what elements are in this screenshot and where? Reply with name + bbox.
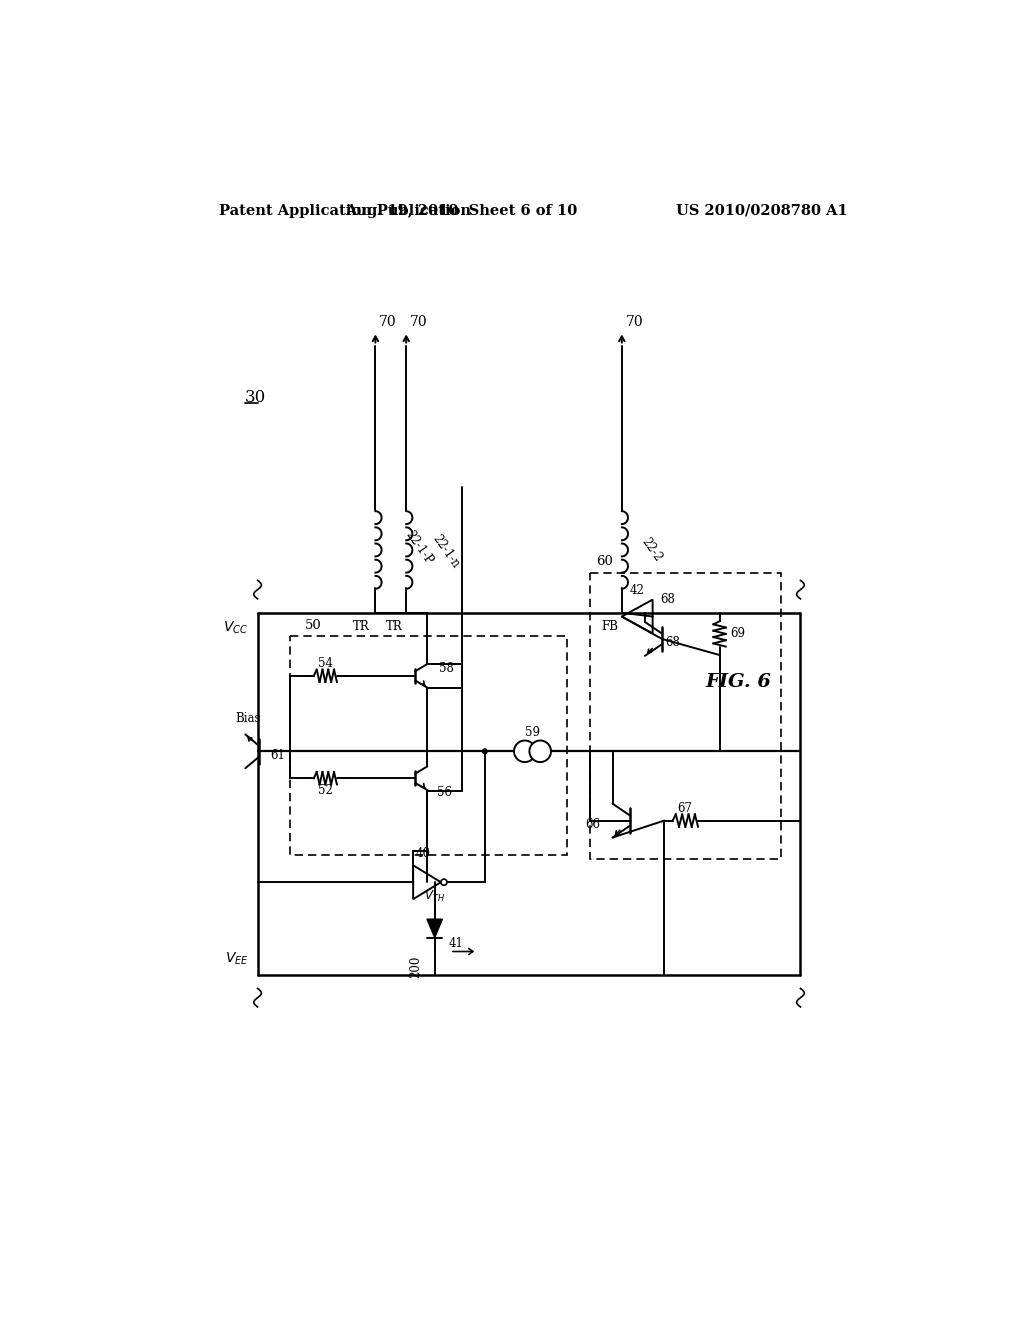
Text: 52: 52: [317, 784, 333, 797]
Text: 22-2: 22-2: [639, 535, 665, 564]
Text: 200: 200: [409, 956, 422, 978]
Text: 22-1-n: 22-1-n: [429, 532, 462, 570]
Text: 54: 54: [317, 657, 333, 671]
Text: 68: 68: [666, 636, 681, 649]
Circle shape: [514, 741, 536, 762]
Text: 58: 58: [438, 661, 454, 675]
Text: 60: 60: [596, 556, 613, 569]
Text: Patent Application Publication: Patent Application Publication: [219, 203, 471, 218]
Text: FB: FB: [601, 620, 617, 634]
Text: FIG. 6: FIG. 6: [706, 673, 772, 690]
Text: 70: 70: [410, 315, 428, 330]
Text: TR: TR: [386, 620, 402, 634]
Bar: [590, 573, 781, 859]
Text: 22-1-P: 22-1-P: [403, 528, 435, 566]
Circle shape: [441, 879, 447, 886]
Text: 30: 30: [245, 388, 266, 405]
Text: $V_{CC}$: $V_{CC}$: [223, 620, 249, 636]
Text: 40: 40: [416, 847, 431, 861]
Text: Bias: Bias: [234, 713, 260, 726]
Text: $V_{EE}$: $V_{EE}$: [224, 950, 249, 968]
Text: Aug. 19, 2010  Sheet 6 of 10: Aug. 19, 2010 Sheet 6 of 10: [345, 203, 578, 218]
Text: US 2010/0208780 A1: US 2010/0208780 A1: [676, 203, 848, 218]
Text: TR: TR: [352, 620, 370, 634]
Text: 61: 61: [270, 748, 285, 762]
Bar: [290, 636, 567, 855]
Text: 66: 66: [586, 818, 600, 832]
Polygon shape: [427, 919, 442, 937]
Text: 56: 56: [437, 785, 452, 799]
Text: 50: 50: [305, 619, 323, 631]
Text: 68: 68: [660, 593, 675, 606]
Text: 41: 41: [449, 937, 464, 950]
Text: 67: 67: [678, 801, 692, 814]
Text: 42: 42: [630, 583, 645, 597]
Text: 70: 70: [379, 315, 397, 330]
Circle shape: [529, 741, 551, 762]
Text: 70: 70: [626, 315, 643, 330]
Text: 59: 59: [525, 726, 540, 739]
Circle shape: [482, 748, 487, 754]
Text: $V_{TH}$: $V_{TH}$: [424, 888, 445, 904]
Text: 69: 69: [730, 627, 745, 640]
